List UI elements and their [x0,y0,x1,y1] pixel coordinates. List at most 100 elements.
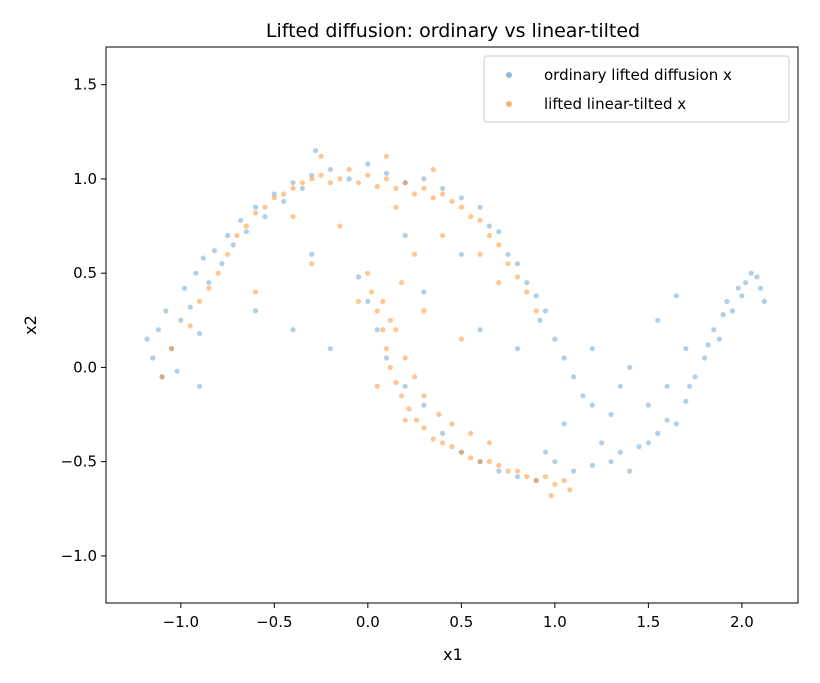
scatter-point-series-1 [365,172,371,178]
scatter-point-series-0 [627,364,633,370]
scatter-point-series-0 [729,308,736,314]
scatter-point-series-1 [380,298,386,304]
x-tick-label: 0.5 [449,613,473,631]
scatter-point-series-1 [393,185,399,191]
scatter-point-series-1 [234,232,240,239]
scatter-point-series-0 [374,327,380,333]
scatter-point-series-0 [561,421,567,427]
scatter-point-series-0 [271,191,277,197]
scatter-point-series-0 [701,355,708,361]
scatter-point-series-0 [327,166,333,173]
scatter-point-series-1 [262,204,268,210]
scatter-point-series-1 [355,298,362,304]
scatter-point-series-1 [374,383,380,389]
scatter-point-series-1 [413,417,420,423]
scatter-point-series-0 [496,229,502,235]
scatter-point-series-1 [458,449,464,455]
scatter-point-series-1 [548,493,554,499]
scatter-point-series-0 [761,298,767,304]
scatter-point-series-1 [337,223,343,229]
scatter-point-series-1 [421,393,427,399]
scatter-point-series-1 [533,477,539,484]
scatter-point-series-0 [645,440,652,446]
scatter-point-series-1 [365,270,371,276]
scatter-point-series-0 [225,232,231,239]
scatter-point-series-0 [178,317,184,323]
scatter-point-series-0 [686,383,693,389]
scatter-point-series-1 [253,289,259,295]
scatter-point-series-1 [421,308,427,314]
scatter-point-series-0 [144,336,150,342]
scatter-point-series-0 [636,444,642,450]
scatter-point-series-0 [655,317,661,323]
scatter-point-series-0 [542,449,549,455]
scatter-point-series-0 [533,477,539,484]
x-axis-ticks: −1.0 −0.5 0.0 0.5 1.0 1.5 2.0 [163,603,754,631]
scatter-point-series-0 [537,317,543,323]
scatter-point-series-0 [312,148,319,154]
scatter-point-series-0 [211,248,218,254]
scatter-point-series-1 [412,251,418,257]
scatter-point-series-1 [477,459,483,465]
scatter-point-series-1 [393,204,399,210]
legend-marker-ordinary [506,72,512,78]
scatter-point-series-0 [440,185,446,191]
scatter-point-series-0 [552,459,558,465]
scatter-point-series-1 [542,474,549,480]
scatter-point-series-0 [705,342,711,348]
scatter-point-series-1 [440,440,446,446]
scatter-point-series-1 [318,153,324,159]
scatter-point-series-0 [163,308,169,314]
scatter-point-series-0 [327,346,333,352]
scatter-point-series-1 [477,217,483,223]
scatter-point-series-1 [393,379,399,386]
scatter-point-series-0 [262,214,268,220]
scatter-point-series-0 [458,251,464,257]
scatter-point-series-1 [398,393,405,399]
y-axis-ticks: −1.0 −0.5 0.0 0.5 1.0 1.5 [61,76,106,565]
scatter-point-series-1 [402,180,408,186]
scatter-point-series-1 [187,323,193,329]
scatter-point-series-1 [168,346,175,352]
scatter-point-series-0 [524,280,530,286]
scatter-point-series-1 [533,308,539,314]
scatter-point-series-0 [552,336,558,342]
scatter-point-series-1 [468,214,474,220]
scatter-point-series-1 [421,425,427,431]
scatter-point-series-1 [383,153,390,159]
scatter-point-series-0 [505,251,511,257]
scatter-point-series-1 [505,261,511,267]
x-tick-label: 1.0 [543,613,567,631]
y-axis-label: x2 [21,315,40,335]
scatter-point-series-0 [421,402,427,408]
scatter-point-series-1 [398,280,405,286]
scatter-point-series-1 [421,185,427,191]
scatter-point-series-1 [561,477,567,484]
scatter-point-series-1 [567,487,573,493]
scatter-point-series-1 [514,468,521,474]
scatter-point-series-1 [514,274,521,280]
x-tick-label: 1.5 [636,613,660,631]
scatter-point-series-0 [655,430,661,436]
scatter-point-series-0 [383,355,390,361]
scatter-point-series-0 [683,346,689,352]
scatter-point-series-0 [477,327,483,333]
scatter-point-series-0 [716,336,723,342]
scatter-point-series-0 [402,383,408,389]
scatter-point-series-0 [683,398,689,404]
scatter-point-series-0 [758,285,764,291]
scatter-point-series-0 [748,270,754,276]
scatter-point-series-1 [346,166,352,173]
scatter-point-series-1 [430,195,436,201]
scatter-point-series-1 [486,440,492,446]
scatter-point-series-0 [589,346,595,352]
scatter-point-series-0 [174,368,180,374]
scatter-point-series-0 [496,468,502,474]
legend-box [483,55,790,123]
scatter-point-series-1 [436,411,442,418]
scatter-point-series-0 [230,242,236,248]
scatter-point-series-1 [290,185,296,191]
scatter-point-series-0 [673,421,680,427]
scatter-point-series-0 [664,383,670,389]
scatter-point-series-0 [724,298,730,304]
